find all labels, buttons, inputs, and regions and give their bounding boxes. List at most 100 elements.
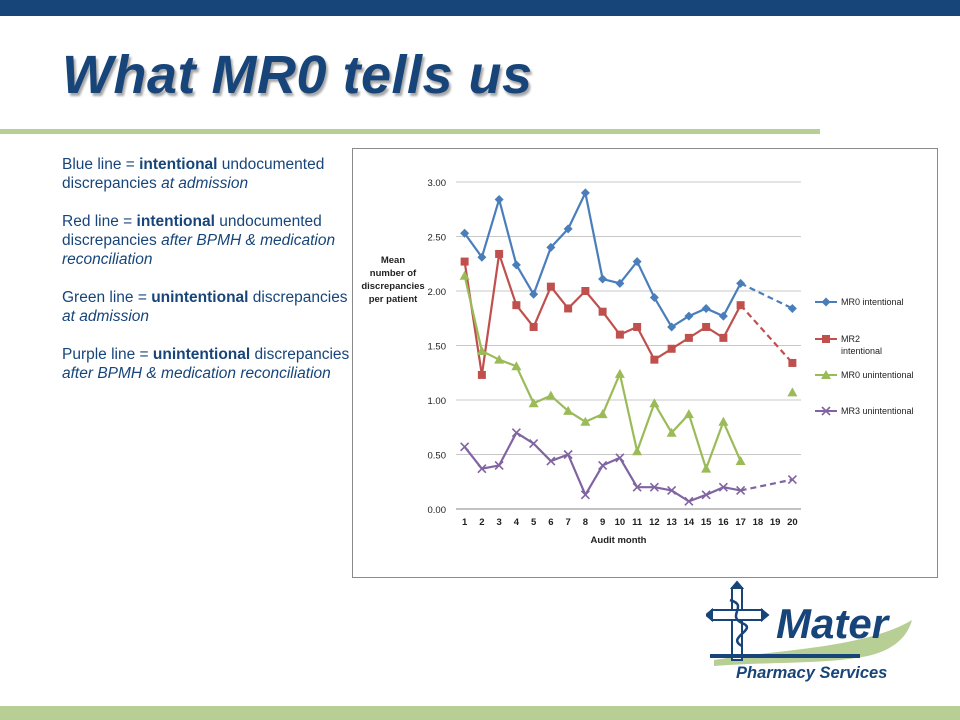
slide-title: What MR0 tells us [62, 45, 533, 105]
series-line-segment [636, 402, 656, 452]
series-line-segment [498, 253, 518, 306]
data-point [546, 242, 556, 252]
data-point [718, 311, 728, 321]
bullet-red-line: Red line = intentional undocumented disc… [62, 212, 352, 269]
data-point [735, 456, 746, 466]
bullet-lead: Blue line = [62, 156, 140, 173]
data-point [649, 482, 659, 492]
series-line-segment [687, 413, 708, 470]
data-point [667, 322, 677, 332]
x-tick-label: 20 [787, 517, 798, 528]
y-tick-label: 0.00 [428, 505, 447, 516]
series-line-segment [550, 453, 569, 463]
data-point [632, 257, 642, 267]
data-point [684, 311, 694, 321]
series-line-segment [481, 464, 500, 470]
bullet-rest: discrepancies [250, 346, 350, 363]
data-point [822, 335, 830, 343]
data-point [512, 301, 521, 310]
data-point [598, 460, 608, 470]
series-line-segment [688, 493, 707, 503]
data-point [495, 249, 504, 258]
data-point [580, 416, 591, 426]
data-point [511, 428, 521, 438]
y-tick-label: 0.50 [428, 451, 447, 462]
chart-frame: 0.00 0.50 1.00 1.50 2.00 2.50 3.00 1 2 3 4 5 6 7 8 9 10 1… [352, 148, 938, 578]
y-tick-label: 1.00 [428, 396, 447, 407]
data-point [632, 446, 643, 456]
x-tick-label: 8 [583, 517, 588, 528]
legend-label: intentional [841, 346, 882, 356]
legend-label: MR2 [841, 334, 860, 344]
bullet-italic: after BPMH & medication reconciliation [62, 365, 331, 382]
x-axis-title: Audit month [591, 535, 647, 546]
data-point [598, 274, 608, 284]
bullet-rest: discrepancies [248, 289, 348, 306]
data-point [649, 398, 660, 408]
bullet-lead: Green line = [62, 289, 152, 306]
data-point [667, 344, 676, 353]
x-tick-label: 3 [496, 517, 501, 528]
data-point [650, 355, 659, 364]
x-tick-label: 10 [615, 517, 626, 528]
data-point [460, 228, 470, 238]
data-point [736, 485, 746, 496]
mater-logo: Mater Pharmacy Services [704, 580, 916, 685]
data-point [460, 257, 469, 266]
data-point [633, 322, 642, 331]
series-line-segment [671, 315, 690, 328]
data-point [614, 368, 625, 378]
data-point [736, 278, 746, 288]
legend-label: MR0 intentional [841, 297, 904, 307]
bullet-emphasis: unintentional [152, 346, 251, 363]
data-point [528, 398, 539, 408]
x-tick-label: 4 [514, 517, 520, 528]
bullet-purple-line: Purple line = unintentional discrepancie… [62, 345, 352, 383]
data-point [666, 427, 677, 437]
data-point [598, 307, 607, 316]
series-line-segment [723, 486, 741, 492]
x-tick-label: 13 [666, 517, 677, 528]
data-point [821, 297, 831, 307]
series-line-segment [740, 478, 793, 492]
series-line-segment [550, 228, 569, 249]
data-point [580, 490, 590, 500]
x-tick-label: 1 [462, 517, 468, 528]
data-point [545, 390, 556, 400]
x-tick-label: 17 [735, 517, 746, 528]
series-line-segment [653, 296, 673, 328]
series-line-segment [739, 304, 794, 364]
series-line-segment [480, 253, 501, 376]
series-line-segment [653, 402, 673, 434]
data-point [564, 304, 573, 313]
x-tick-label: 9 [600, 517, 605, 528]
data-point [701, 303, 711, 313]
data-point [477, 464, 487, 474]
data-point [511, 361, 522, 371]
data-point [494, 194, 504, 204]
bullet-emphasis: intentional [136, 213, 215, 230]
series-line-segment [601, 373, 621, 415]
x-tick-label: 12 [649, 517, 660, 528]
data-point [529, 322, 538, 331]
series-line-segment [636, 326, 656, 361]
x-tick-label: 15 [701, 517, 712, 528]
bullet-italic: at admission [161, 175, 249, 192]
y-axis-title-line: discrepancies [361, 281, 424, 292]
series-line-segment [567, 192, 587, 230]
series-line-segment [722, 421, 742, 462]
data-point [821, 370, 831, 379]
bullet-blue-line: Blue line = intentional undocumented dis… [62, 155, 352, 193]
data-point [529, 289, 539, 299]
series-line-segment [463, 275, 483, 352]
series-line-segment [619, 260, 638, 285]
data-point [787, 387, 798, 397]
series-line-segment [532, 286, 552, 328]
series-line-segment [584, 464, 604, 496]
x-tick-label: 18 [753, 517, 764, 528]
data-point [788, 358, 797, 367]
data-point [580, 188, 590, 198]
series-line-segment [740, 282, 793, 310]
data-point [546, 456, 556, 466]
x-tick-label: 7 [565, 517, 570, 528]
